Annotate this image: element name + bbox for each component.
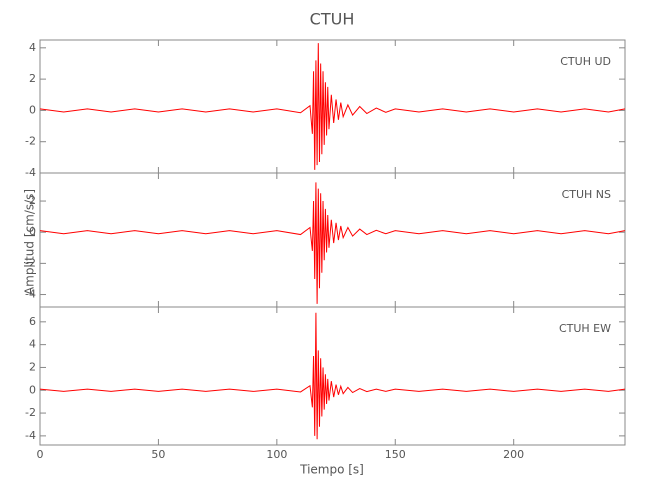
y-tick-label: 2 xyxy=(29,72,36,85)
y-tick-label: 2 xyxy=(29,360,36,373)
y-tick-label: -4 xyxy=(25,288,36,301)
y-tick-label: 0 xyxy=(29,103,36,116)
chart-title: CTUH xyxy=(310,10,355,29)
y-tick-label: -2 xyxy=(25,256,36,269)
x-tick-label: 200 xyxy=(503,448,524,461)
y-tick-label: 0 xyxy=(29,383,36,396)
y-tick-label: -4 xyxy=(25,429,36,442)
x-tick-label: 100 xyxy=(266,448,287,461)
y-tick-label: -2 xyxy=(25,406,36,419)
y-tick-label: 4 xyxy=(29,338,36,351)
x-tick-label: 150 xyxy=(385,448,406,461)
x-tick-label: 50 xyxy=(151,448,165,461)
panel-frame xyxy=(39,306,626,446)
panel-annotation: CTUH EW xyxy=(559,322,611,335)
y-tick-label: 0 xyxy=(29,225,36,238)
trace xyxy=(39,182,626,304)
y-tick-label: 2 xyxy=(29,194,36,207)
y-tick-label: -4 xyxy=(25,166,36,179)
y-tick-label: 6 xyxy=(29,315,36,328)
panel-annotation: CTUH NS xyxy=(562,188,611,201)
x-axis-label: Tiempo [s] xyxy=(299,463,364,477)
trace xyxy=(39,312,626,440)
panel-annotation: CTUH UD xyxy=(560,55,611,68)
trace xyxy=(39,43,626,170)
panel-frame xyxy=(39,172,626,308)
y-tick-label: 4 xyxy=(29,41,36,54)
y-axis-label: Amplitud [cm/s/s] xyxy=(23,189,37,295)
x-tick-label: 0 xyxy=(37,448,44,461)
y-tick-label: -2 xyxy=(25,135,36,148)
